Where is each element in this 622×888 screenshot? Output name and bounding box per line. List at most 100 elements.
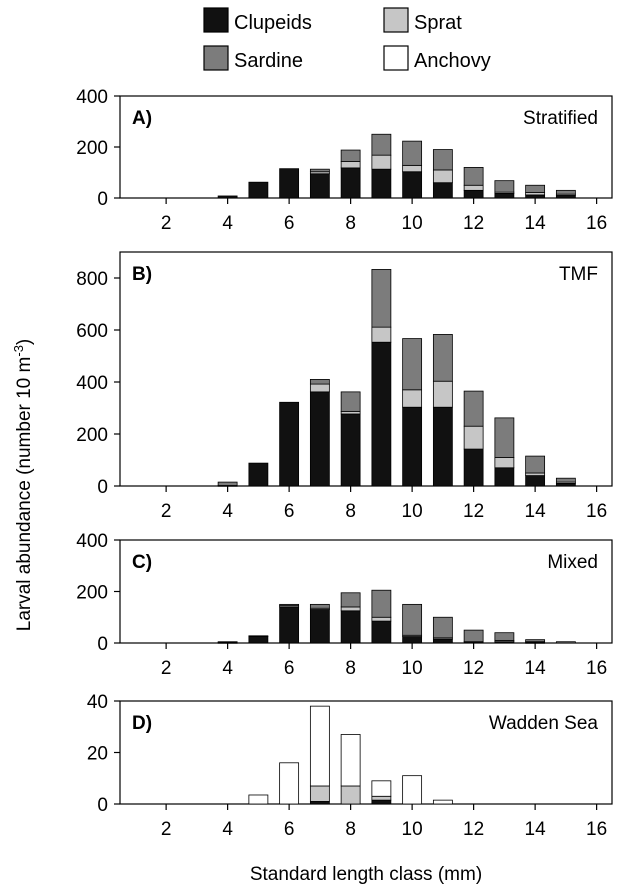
x-tick-label: 6	[284, 213, 295, 234]
y-tick-label: 200	[76, 138, 108, 159]
x-tick-label: 4	[222, 213, 233, 234]
bar-sardine	[463, 166, 484, 186]
y-tick-label: 0	[97, 795, 108, 816]
x-tick-label: 16	[586, 658, 607, 679]
bar-sprat	[340, 606, 361, 612]
legend-label-anchovy: Anchovy	[414, 50, 491, 72]
y-tick-label: 600	[76, 321, 108, 342]
bar-clupeids	[340, 413, 361, 487]
bar-sardine	[494, 417, 515, 458]
bar-sardine	[309, 603, 330, 609]
bar-clupeids	[432, 638, 453, 644]
bar-anchovy	[340, 734, 361, 787]
bar-sprat	[309, 383, 330, 393]
panel-wadden-sea: 0 20 40 2 4 6 8 10 12 14 16 D) Wadden Sea	[87, 692, 613, 840]
bar-anchovy	[248, 794, 269, 805]
y-axis-title-main: Larval abundance (number 10 m	[14, 357, 35, 632]
x-axis-title: Standard length class (mm)	[250, 864, 482, 885]
legend-swatch-sprat	[383, 7, 409, 33]
panel-name: Mixed	[547, 552, 598, 573]
bar-clupeids	[463, 448, 484, 487]
x-tick-label: 8	[345, 501, 356, 522]
bar-sprat	[402, 164, 423, 173]
bar-clupeids	[217, 195, 238, 199]
panel-name: Wadden Sea	[489, 713, 599, 734]
y-tick-label: 200	[76, 425, 108, 446]
x-tick-label: 10	[402, 658, 423, 679]
bar-sardine	[432, 616, 453, 639]
x-tick-label: 16	[586, 501, 607, 522]
y-tick-label: 0	[97, 189, 108, 210]
bar-anchovy	[309, 705, 330, 787]
bar-sprat	[463, 425, 484, 450]
bar-clupeids	[248, 462, 269, 487]
panel-label: D)	[132, 713, 152, 734]
bar-sardine	[555, 477, 576, 483]
y-tick-label: 200	[76, 583, 108, 604]
x-tick-label: 10	[402, 501, 423, 522]
bar-sprat	[371, 326, 392, 343]
legend-swatch-clupeids	[203, 7, 229, 33]
bar-sprat	[432, 380, 453, 408]
bar-clupeids	[279, 606, 300, 644]
bar-sardine	[217, 481, 238, 486]
x-tick-label: 2	[161, 501, 172, 522]
bar-sardine	[248, 635, 269, 637]
y-tick-label: 40	[87, 692, 108, 713]
bar-clupeids	[371, 799, 392, 805]
x-tick-label: 16	[586, 213, 607, 234]
bar-sardine	[402, 338, 423, 391]
panel-frame	[119, 251, 613, 487]
bar-anchovy	[371, 780, 392, 797]
bar-sprat	[463, 184, 484, 191]
bar-sardine	[463, 629, 484, 643]
x-tick-label: 2	[161, 658, 172, 679]
bar-sprat	[432, 169, 453, 184]
legend-label-clupeids: Clupeids	[234, 12, 312, 34]
bar-sardine	[371, 589, 392, 618]
bar-sardine	[432, 334, 453, 382]
legend-swatch-sardine	[203, 45, 229, 71]
legend-label-sardine: Sardine	[234, 50, 303, 72]
panel-label: C)	[132, 552, 152, 573]
bar-sprat	[309, 785, 330, 802]
x-tick-label: 6	[284, 819, 295, 840]
bar-sardine	[402, 603, 423, 636]
y-tick-label: 0	[97, 634, 108, 655]
bar-sardine	[309, 378, 330, 385]
x-tick-label: 2	[161, 213, 172, 234]
bar-sardine	[402, 140, 423, 166]
legend-swatch-anchovy	[383, 45, 409, 71]
bar-clupeids	[371, 620, 392, 644]
bar-sardine	[525, 639, 546, 643]
y-tick-label: 400	[76, 531, 108, 552]
x-tick-label: 6	[284, 658, 295, 679]
bar-clupeids	[340, 610, 361, 644]
x-tick-label: 14	[525, 819, 547, 840]
panel-tmf: 0 200 400 600 800 2 4 6 8 10 12 14 16 B) TMF	[76, 251, 613, 522]
x-tick-label: 14	[525, 658, 547, 679]
panel-frame	[119, 539, 613, 644]
panel-stratified: 0 200 400 2 4 6 8 10 12 14 16 A) Stratified	[76, 87, 613, 234]
bar-clupeids	[402, 171, 423, 199]
bar-anchovy	[402, 775, 423, 805]
bar-sprat	[340, 785, 361, 805]
bar-clupeids	[371, 168, 392, 199]
bar-clupeids	[463, 189, 484, 199]
x-tick-label: 12	[463, 213, 484, 234]
bar-clupeids	[494, 467, 515, 487]
x-tick-label: 12	[463, 501, 484, 522]
y-tick-label: 20	[87, 744, 108, 765]
bar-sardine	[217, 641, 238, 643]
bar-sprat	[371, 616, 392, 622]
x-tick-label: 12	[463, 819, 484, 840]
x-tick-label: 16	[586, 819, 607, 840]
bar-anchovy	[432, 799, 453, 805]
bar-clupeids	[248, 636, 269, 644]
bar-clupeids	[432, 182, 453, 199]
x-tick-label: 4	[222, 819, 233, 840]
bar-sardine	[340, 592, 361, 608]
x-tick-label: 14	[525, 501, 547, 522]
bar-sardine	[279, 603, 300, 607]
